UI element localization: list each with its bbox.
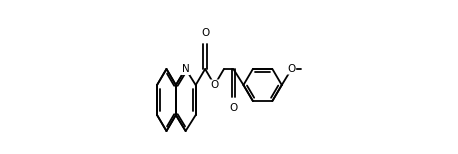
Text: O: O bbox=[201, 28, 209, 38]
Text: O: O bbox=[210, 80, 218, 90]
Text: O: O bbox=[288, 64, 296, 74]
Text: N: N bbox=[182, 64, 190, 74]
Text: O: O bbox=[229, 103, 238, 113]
